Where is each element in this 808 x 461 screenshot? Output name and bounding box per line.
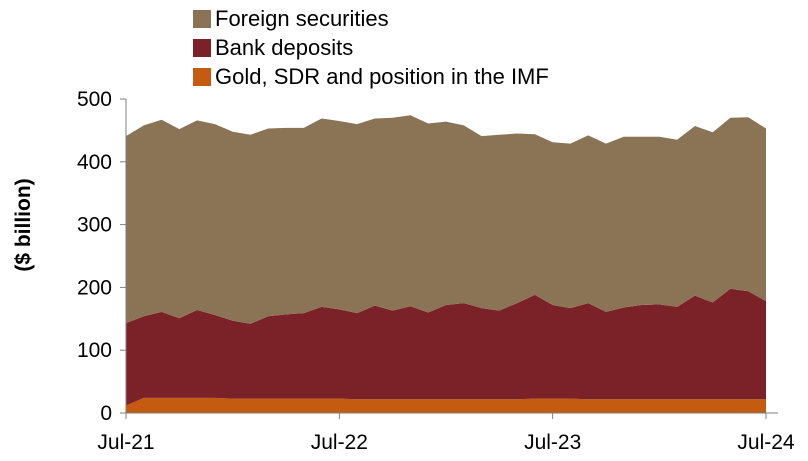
legend-item-foreign-securities: Foreign securities xyxy=(193,4,549,33)
legend-label-gold-sdr-imf: Gold, SDR and position in the IMF xyxy=(215,63,549,89)
area-foreign-securities xyxy=(126,115,766,324)
legend-label-foreign-securities: Foreign securities xyxy=(215,5,389,31)
y-tick-label: 200 xyxy=(77,276,112,299)
legend-swatch-foreign-securities xyxy=(193,9,211,28)
axes-group: 0 100 200 300 400 500 Jul-21 Jul-22 Jul-23 Jul-24 xyxy=(77,88,795,454)
area-bank-deposits xyxy=(126,288,766,406)
legend-label-bank-deposits: Bank deposits xyxy=(215,34,354,60)
legend-item-bank-deposits: Bank deposits xyxy=(193,33,549,62)
x-tick-label: Jul-22 xyxy=(311,431,368,454)
chart-legend: Foreign securities Bank deposits Gold, S… xyxy=(193,4,549,91)
legend-swatch-gold-sdr-imf xyxy=(193,67,211,86)
x-tick-label: Jul-24 xyxy=(737,431,795,454)
y-tick-label: 100 xyxy=(77,339,112,362)
area-gold-sdr-and-position-in-the-imf xyxy=(126,397,766,413)
legend-item-gold-sdr-imf: Gold, SDR and position in the IMF xyxy=(193,62,549,91)
y-tick-label: 500 xyxy=(77,88,112,111)
y-axis-title: ($ billion) xyxy=(12,178,35,271)
y-tick-label: 0 xyxy=(100,402,112,425)
y-tick-label: 400 xyxy=(77,151,112,174)
x-tick-label: Jul-23 xyxy=(524,431,581,454)
legend-swatch-bank-deposits xyxy=(193,38,211,57)
y-tick-label: 300 xyxy=(77,214,112,237)
x-tick-label: Jul-21 xyxy=(97,431,154,454)
area-series-group xyxy=(126,115,766,413)
